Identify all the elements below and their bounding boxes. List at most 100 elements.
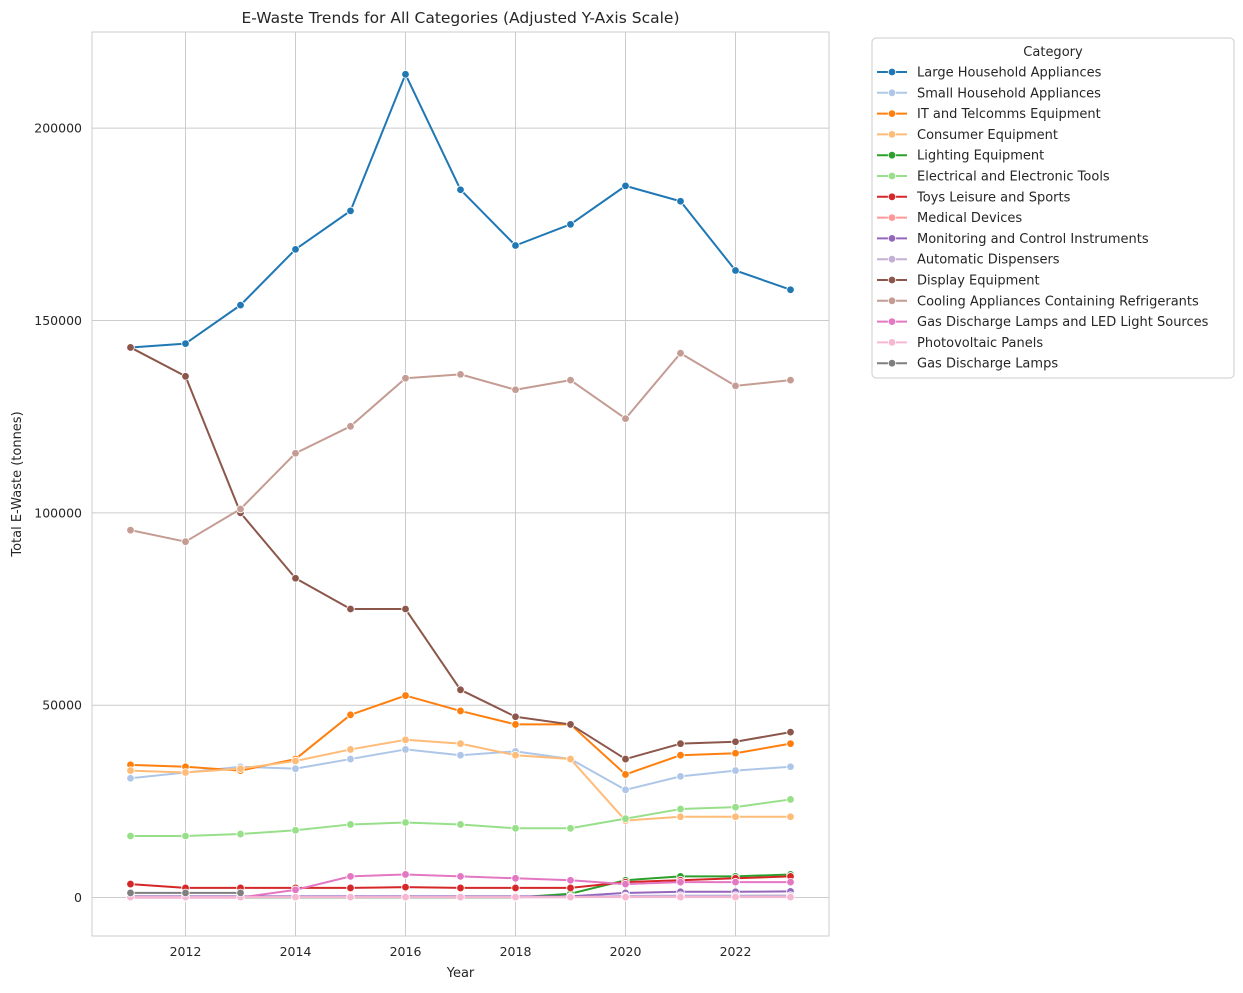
data-point bbox=[236, 764, 245, 773]
data-point bbox=[511, 824, 520, 833]
y-tick-label: 200000 bbox=[34, 121, 82, 136]
data-point bbox=[786, 727, 795, 737]
data-point bbox=[786, 877, 795, 887]
data-point bbox=[456, 685, 465, 695]
legend-item: Gas Discharge Lamps bbox=[877, 357, 1058, 372]
legend-marker bbox=[887, 109, 897, 118]
legend-marker bbox=[887, 88, 897, 97]
legend-item: Consumer Equipment bbox=[877, 128, 1058, 143]
data-point bbox=[291, 756, 300, 766]
data-point bbox=[456, 751, 465, 760]
data-point bbox=[236, 888, 245, 898]
legend-item: Monitoring and Control Instruments bbox=[877, 232, 1149, 247]
x-tick-label: 2016 bbox=[390, 944, 422, 959]
data-point bbox=[126, 766, 135, 775]
data-point bbox=[731, 877, 740, 887]
legend-marker bbox=[887, 359, 897, 368]
y-tick-label: 100000 bbox=[34, 505, 82, 520]
data-point bbox=[291, 449, 300, 458]
data-point bbox=[786, 375, 795, 385]
data-point bbox=[731, 381, 740, 391]
data-point bbox=[346, 206, 355, 216]
legend-item: Cooling Appliances Containing Refrigeran… bbox=[877, 294, 1199, 309]
data-point bbox=[731, 737, 740, 746]
legend-marker bbox=[887, 171, 897, 181]
legend-label: Toys Leisure and Sports bbox=[916, 190, 1071, 205]
legend-item: Photovoltaic Panels bbox=[877, 336, 1043, 351]
data-point bbox=[181, 537, 190, 546]
data-point bbox=[566, 876, 575, 885]
legend-marker bbox=[887, 192, 897, 201]
data-point bbox=[566, 754, 575, 764]
data-point bbox=[181, 888, 190, 898]
y-tick-label: 50000 bbox=[42, 698, 82, 713]
x-tick-label: 2018 bbox=[500, 944, 532, 959]
data-point bbox=[401, 818, 410, 827]
data-point bbox=[346, 872, 355, 881]
legend-frame bbox=[871, 37, 1235, 379]
chart-title: E-Waste Trends for All Categories (Adjus… bbox=[241, 9, 679, 27]
legend-item: Toys Leisure and Sports bbox=[877, 190, 1071, 205]
data-point bbox=[676, 739, 685, 748]
data-point bbox=[731, 766, 740, 775]
data-point bbox=[181, 372, 190, 381]
legend-item: Medical Devices bbox=[877, 211, 1022, 226]
data-point bbox=[731, 812, 740, 821]
x-tick-label: 2014 bbox=[280, 944, 312, 959]
legend-label: Photovoltaic Panels bbox=[917, 336, 1043, 351]
data-point bbox=[786, 285, 795, 294]
data-point bbox=[566, 720, 575, 729]
data-point bbox=[291, 574, 300, 583]
data-point bbox=[786, 812, 795, 821]
data-point bbox=[621, 181, 630, 191]
grid bbox=[92, 32, 829, 936]
data-point bbox=[126, 888, 135, 898]
y-axis-title: Total E-Waste (tonnes) bbox=[10, 411, 25, 557]
legend-item: Small Household Appliances bbox=[877, 86, 1101, 101]
y-tick-label: 150000 bbox=[34, 313, 82, 328]
legend-label: Display Equipment bbox=[917, 274, 1040, 289]
data-point bbox=[456, 892, 465, 902]
series-group bbox=[126, 888, 245, 898]
legend-label: IT and Telcomms Equipment bbox=[917, 107, 1101, 122]
data-point bbox=[346, 604, 355, 614]
data-point bbox=[401, 604, 410, 614]
data-point bbox=[456, 739, 465, 748]
data-point bbox=[181, 768, 190, 777]
x-tick-label: 2022 bbox=[720, 944, 752, 959]
data-point bbox=[401, 745, 410, 754]
legend-marker bbox=[887, 255, 897, 264]
data-point bbox=[346, 892, 355, 902]
data-point bbox=[291, 764, 300, 773]
data-point bbox=[676, 197, 685, 206]
data-point bbox=[401, 691, 410, 700]
data-point bbox=[511, 751, 520, 760]
data-point bbox=[731, 892, 740, 902]
data-point bbox=[456, 883, 465, 893]
legend-item: Electrical and Electronic Tools bbox=[877, 170, 1110, 185]
data-point bbox=[786, 795, 795, 804]
legend-item: Large Household Appliances bbox=[877, 66, 1102, 81]
data-point bbox=[401, 735, 410, 745]
legend-label: Automatic Dispensers bbox=[917, 253, 1060, 268]
series-group bbox=[126, 735, 795, 825]
data-point bbox=[456, 820, 465, 829]
data-point bbox=[566, 892, 575, 902]
legend-marker bbox=[887, 338, 897, 347]
legend-item: Automatic Dispensers bbox=[877, 253, 1060, 268]
legend-label: Gas Discharge Lamps and LED Light Source… bbox=[917, 315, 1209, 330]
legend-marker bbox=[887, 150, 897, 160]
legend-item: Display Equipment bbox=[877, 274, 1040, 289]
legend-item: Lighting Equipment bbox=[877, 149, 1044, 164]
legend-label: Small Household Appliances bbox=[917, 86, 1101, 101]
data-point bbox=[346, 754, 355, 764]
data-point bbox=[236, 300, 245, 310]
data-point bbox=[346, 883, 355, 893]
legend-item: IT and Telcomms Equipment bbox=[877, 107, 1101, 122]
legend-items: Large Household Appliances Small Househol… bbox=[877, 66, 1209, 372]
legend-marker bbox=[887, 234, 897, 243]
data-point bbox=[401, 374, 410, 383]
data-point bbox=[401, 892, 410, 902]
legend-marker bbox=[887, 130, 897, 139]
